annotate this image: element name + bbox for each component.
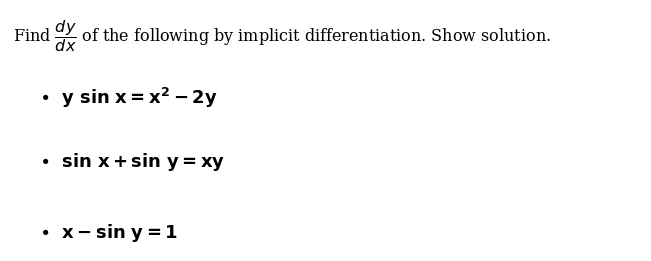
Text: $\bullet$  $\mathbf{y\ sin\ x = x^2 - 2y}$: $\bullet$ $\mathbf{y\ sin\ x = x^2 - 2y}… xyxy=(39,86,217,110)
Text: $\bullet$  $\mathbf{x - sin\ y = 1}$: $\bullet$ $\mathbf{x - sin\ y = 1}$ xyxy=(39,222,178,244)
Text: $\bullet$  $\mathbf{sin\ x + sin\ y = xy}$: $\bullet$ $\mathbf{sin\ x + sin\ y = xy}… xyxy=(39,151,225,173)
Text: Find $\dfrac{dy}{dx}$ of the following by implicit differentiation. Show solutio: Find $\dfrac{dy}{dx}$ of the following b… xyxy=(13,18,551,54)
